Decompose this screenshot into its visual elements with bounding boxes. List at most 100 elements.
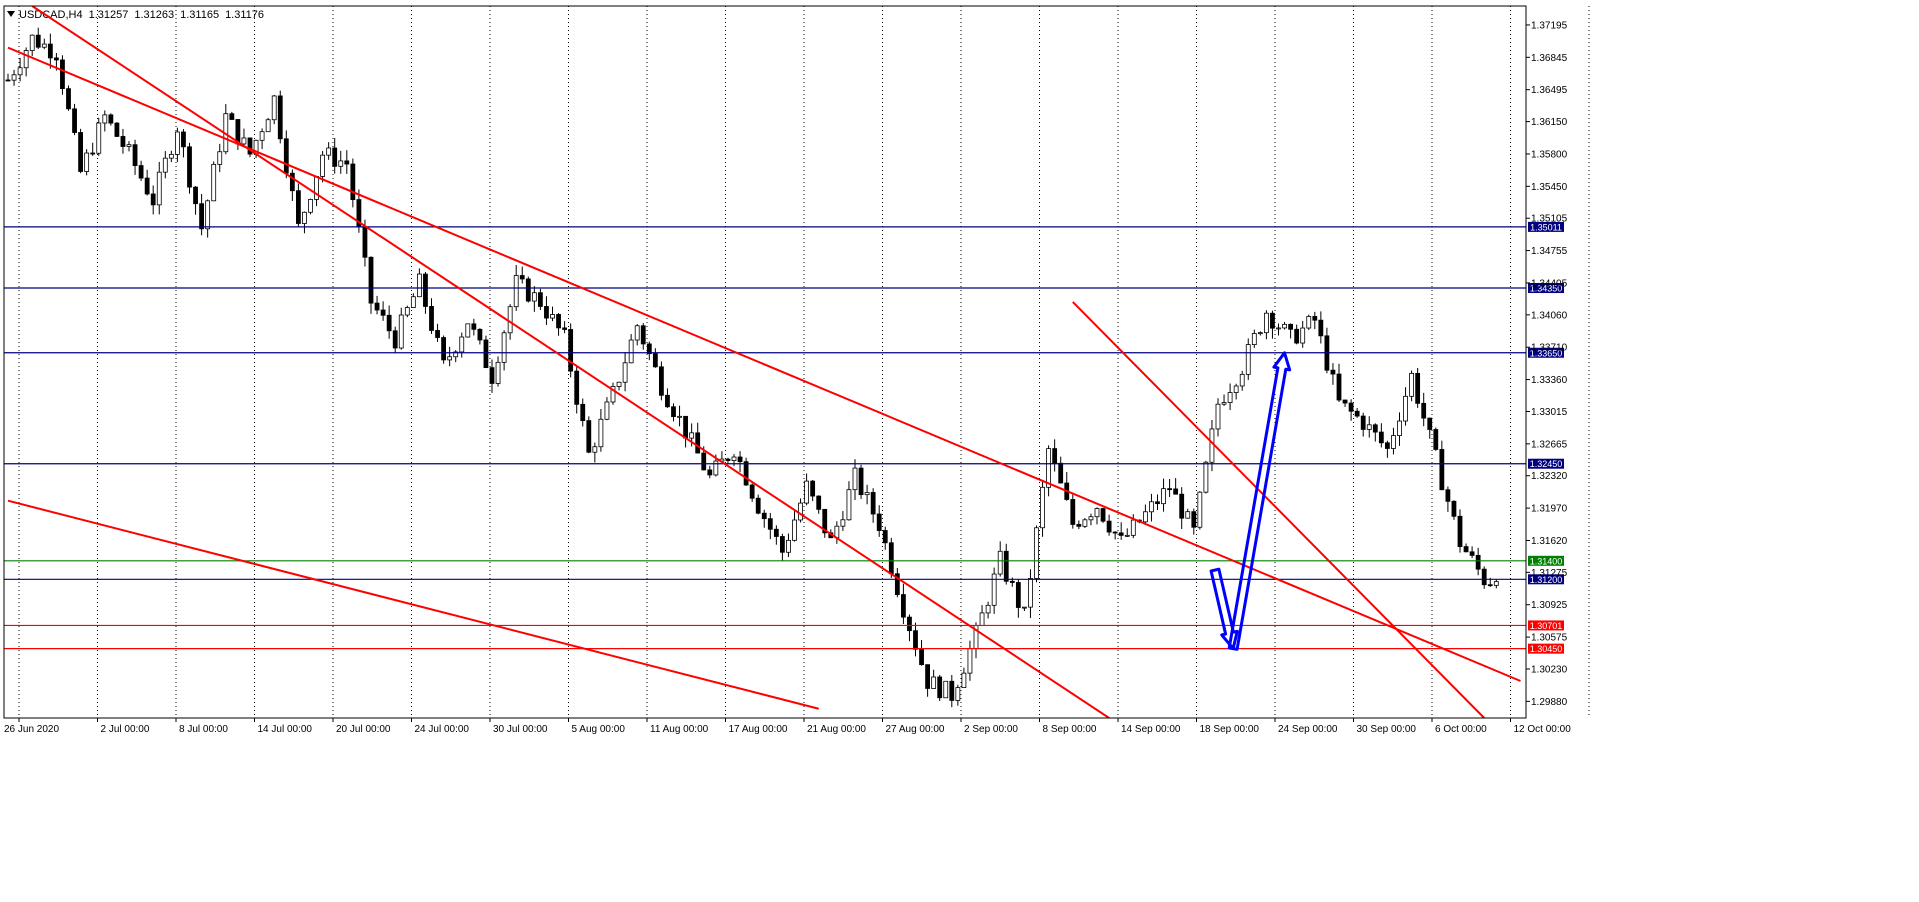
candle-body xyxy=(1088,516,1094,521)
time-tick-label: 17 Aug 00:00 xyxy=(729,724,788,735)
candle-body xyxy=(344,160,350,165)
candle-body xyxy=(138,165,144,179)
time-tick-label: 24 Jul 00:00 xyxy=(415,724,470,735)
candle-body xyxy=(247,137,253,155)
level-price-label: 1.31400 xyxy=(1530,556,1563,566)
quote-open: 1.31257 xyxy=(88,9,129,21)
price-tick-label: 1.30925 xyxy=(1531,600,1568,611)
candle-body xyxy=(1094,508,1100,518)
candle-body xyxy=(513,275,519,308)
candle-body xyxy=(392,330,398,349)
price-tick-label: 1.36495 xyxy=(1531,85,1568,96)
candle-body xyxy=(507,306,513,334)
candle-body xyxy=(961,672,967,689)
candle-body xyxy=(1372,424,1378,433)
price-tick-label: 1.34405 xyxy=(1531,278,1568,289)
candle-body xyxy=(846,489,852,521)
candle-body xyxy=(41,43,47,48)
candle-body xyxy=(1463,546,1469,553)
candle-body xyxy=(1312,316,1318,321)
candle-body xyxy=(120,136,126,147)
price-tick-label: 1.36150 xyxy=(1531,117,1568,128)
trendline[interactable] xyxy=(31,6,1110,718)
candle-body xyxy=(17,67,23,76)
candle-body xyxy=(1342,399,1348,404)
forecast-arrow[interactable] xyxy=(1227,351,1292,651)
candle-body xyxy=(289,172,295,192)
time-tick-label: 30 Jul 00:00 xyxy=(493,724,548,735)
time-tick-label: 27 Aug 00:00 xyxy=(886,724,945,735)
candle-body xyxy=(991,573,997,606)
candle-body xyxy=(374,302,380,311)
candle-body xyxy=(1058,462,1064,484)
candle-body xyxy=(320,154,326,177)
candle-body xyxy=(326,147,332,156)
candle-body xyxy=(54,57,59,61)
candle-body xyxy=(1264,312,1269,334)
candle-body xyxy=(538,292,543,307)
trendline[interactable] xyxy=(7,499,819,710)
candle-body xyxy=(1233,385,1239,393)
candle-body xyxy=(616,381,622,387)
candle-body xyxy=(23,50,29,69)
candle-body xyxy=(489,367,495,384)
time-tick-label: 8 Sep 00:00 xyxy=(1043,724,1097,735)
trendline[interactable] xyxy=(1072,301,1485,718)
candle-body xyxy=(60,59,65,90)
candle-body xyxy=(199,203,205,230)
candle-body xyxy=(1391,435,1396,449)
candle-body xyxy=(96,122,102,154)
candle-body xyxy=(586,420,592,453)
candle-body xyxy=(1415,372,1421,404)
candle-body xyxy=(495,361,501,384)
candle-body xyxy=(416,273,422,298)
candle-body xyxy=(997,550,1003,575)
candle-body xyxy=(1179,493,1185,519)
time-tick-label: 21 Aug 00:00 xyxy=(807,724,866,735)
candle-body xyxy=(671,406,676,418)
candle-body xyxy=(1112,531,1118,534)
candle-body xyxy=(1433,429,1439,450)
trendline[interactable] xyxy=(7,46,1521,682)
candle-body xyxy=(156,171,162,206)
candle-body xyxy=(913,630,918,650)
candle-body xyxy=(1130,519,1136,536)
candle-body xyxy=(804,480,809,504)
candle-body xyxy=(471,323,477,330)
candle-body xyxy=(840,519,846,527)
candle-body xyxy=(174,131,180,155)
candle-body xyxy=(1427,417,1433,430)
candle-body xyxy=(864,492,870,496)
candle-body xyxy=(277,95,283,140)
candle-body xyxy=(816,495,822,510)
candle-body xyxy=(144,177,150,195)
collapse-triangle-icon[interactable] xyxy=(7,11,15,17)
price-tick-label: 1.31970 xyxy=(1531,504,1568,515)
candle-body xyxy=(634,325,640,341)
forecast-arrow[interactable] xyxy=(1209,567,1239,651)
candle-body xyxy=(598,418,604,448)
candle-body xyxy=(604,401,610,420)
candle-body xyxy=(955,687,961,701)
candle-body xyxy=(114,122,120,137)
candle-body xyxy=(1009,580,1015,583)
candle-body xyxy=(29,34,35,51)
candle-body xyxy=(943,680,949,699)
level-price-tag xyxy=(1528,347,1564,358)
candle-body xyxy=(1481,568,1487,586)
candle-body xyxy=(894,573,900,595)
level-price-tag xyxy=(1528,574,1564,585)
level-price-label: 1.30701 xyxy=(1530,621,1563,631)
candle-body xyxy=(568,329,574,372)
candle-body xyxy=(1124,534,1130,537)
candle-body xyxy=(72,108,77,133)
candle-body xyxy=(544,306,549,319)
level-price-tag xyxy=(1528,620,1564,631)
candle-body xyxy=(386,314,392,332)
price-tick-label: 1.30575 xyxy=(1531,633,1568,644)
candle-body xyxy=(283,138,289,174)
price-tick-label: 1.35105 xyxy=(1531,214,1568,225)
candle-body xyxy=(453,351,459,358)
candle-body xyxy=(907,616,912,632)
